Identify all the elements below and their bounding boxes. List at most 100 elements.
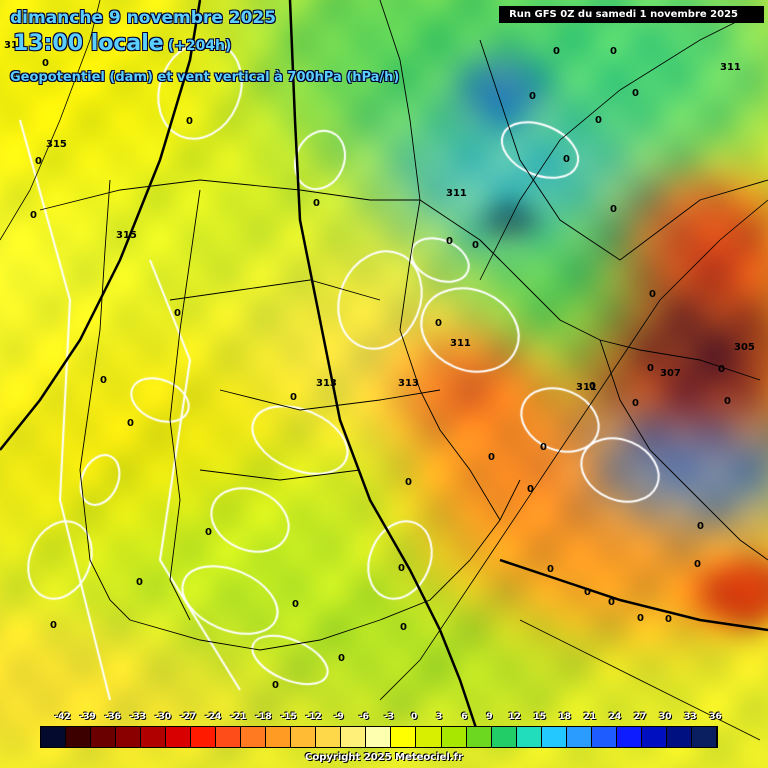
- scale-label: -6: [358, 712, 369, 722]
- isoline-label: 307: [660, 368, 681, 379]
- border-portugal: [169, 189, 201, 621]
- scale-label: -30: [154, 712, 172, 722]
- zero-label: 0: [697, 521, 704, 532]
- scale-label: 27: [633, 712, 647, 722]
- scale-label: -3: [384, 712, 395, 722]
- zero-label: 0: [100, 375, 107, 386]
- zero-label: 0: [446, 236, 453, 247]
- border-coast-west: [79, 179, 131, 621]
- scale-swatch: [491, 727, 517, 747]
- isoline-center: [288, 0, 482, 741]
- zero-label: 0: [632, 398, 639, 409]
- scale-label: -12: [305, 712, 322, 722]
- border-interior1: [219, 389, 441, 411]
- zero-label: 0: [488, 452, 495, 463]
- zero-label: 0: [608, 597, 615, 608]
- zero-label: 0: [527, 484, 534, 495]
- copyright: Copyright 2025 Meteociel.fr: [305, 752, 463, 763]
- border-interior2: [169, 279, 381, 301]
- scale-label: -21: [230, 712, 247, 722]
- country-borders: [39, 0, 768, 651]
- scale-swatch: [291, 727, 317, 747]
- isoline-label: 311: [450, 338, 471, 349]
- isoline-label: 315: [46, 139, 67, 150]
- scale-label: 15: [533, 712, 546, 722]
- scale-label: -36: [104, 712, 121, 722]
- scale-swatch: [341, 727, 367, 747]
- scale-swatch: [541, 727, 567, 747]
- scale-label: -15: [280, 712, 297, 722]
- zero-label: 0: [472, 240, 479, 251]
- border-alps: [479, 239, 761, 381]
- zero-label: 0: [665, 614, 672, 625]
- zero-label: 0: [649, 289, 656, 300]
- scale-label: -39: [79, 712, 96, 722]
- zero-label: 0: [50, 620, 57, 631]
- scale-bar: [40, 726, 718, 748]
- isoline-label: 313: [398, 378, 419, 389]
- scale-label: 36: [709, 712, 722, 722]
- zero-label: 0: [647, 363, 654, 374]
- border-coast-south: [129, 479, 521, 651]
- zero-label: 0: [724, 396, 731, 407]
- isoline-left: [0, 0, 202, 451]
- scale-label: 9: [486, 712, 493, 722]
- scale-label: -33: [129, 712, 147, 722]
- scale-swatch: [416, 727, 442, 747]
- zero-label: 0: [632, 88, 639, 99]
- scale-label: -24: [205, 712, 222, 722]
- isoline-label: 311: [576, 382, 597, 393]
- scale-label: -9: [333, 712, 344, 722]
- forecast-time: 13:00 locale (+204h): [13, 31, 231, 56]
- zero-label: 0: [400, 622, 407, 633]
- scale-swatch: [316, 727, 342, 747]
- scale-swatch: [366, 727, 392, 747]
- zero-label: 0: [272, 680, 279, 691]
- scale-swatch: [441, 727, 467, 747]
- zero-label: 0: [136, 577, 143, 588]
- scale-swatch: [91, 727, 117, 747]
- zero-label: 0: [405, 477, 412, 488]
- zero-label: 0: [694, 559, 701, 570]
- zero-label: 0: [338, 653, 345, 664]
- scale-swatch: [266, 727, 292, 747]
- geopotential-isolines-thin: [0, 0, 768, 740]
- scale-swatch: [66, 727, 92, 747]
- zero-label: 0: [718, 364, 725, 375]
- zero-label: 0: [42, 58, 49, 69]
- scale-swatch: [116, 727, 142, 747]
- border-east: [399, 199, 501, 521]
- border-iberia: [39, 179, 501, 261]
- scale-label: 21: [583, 712, 597, 722]
- isoline-labels: 313 315 315 313 313 311 311 311 305 307 311: [4, 40, 755, 393]
- zero-label: 0: [547, 564, 554, 575]
- isoline-label: 305: [734, 342, 755, 353]
- zero-label: 0: [205, 527, 212, 538]
- zero-label: 0: [637, 613, 644, 624]
- zero-label: 0: [610, 204, 617, 215]
- scale-swatch: [516, 727, 542, 747]
- scale-label: 12: [508, 712, 521, 722]
- scale-label: 30: [659, 712, 672, 722]
- scale-labels: -42 -39 -36 -33 -30 -27 -24 -21 -18 -15 -12 -9 -6 -3 0…: [40, 712, 721, 726]
- isoline-label: 315: [116, 230, 137, 241]
- zero-label: 0: [127, 418, 134, 429]
- zero-label: 0: [540, 442, 547, 453]
- zero-label: 0: [529, 91, 536, 102]
- zero-label: 0: [553, 46, 560, 57]
- scale-swatch: [466, 727, 492, 747]
- zero-label: 0: [186, 116, 193, 127]
- zero-label: 0: [292, 599, 299, 610]
- parameter-title: Geopotentiel (dam) et vent vertical à 70…: [10, 70, 400, 85]
- forecast-date: dimanche 9 novembre 2025: [10, 8, 277, 28]
- border-interior3: [199, 469, 361, 481]
- forecast-lead: (+204h): [167, 38, 232, 54]
- zero-label: 0: [290, 392, 297, 403]
- scale-swatch: [141, 727, 167, 747]
- border-ne: [479, 39, 768, 261]
- forecast-time-label: 13:00 locale: [13, 31, 164, 56]
- scale-label: 24: [608, 712, 622, 722]
